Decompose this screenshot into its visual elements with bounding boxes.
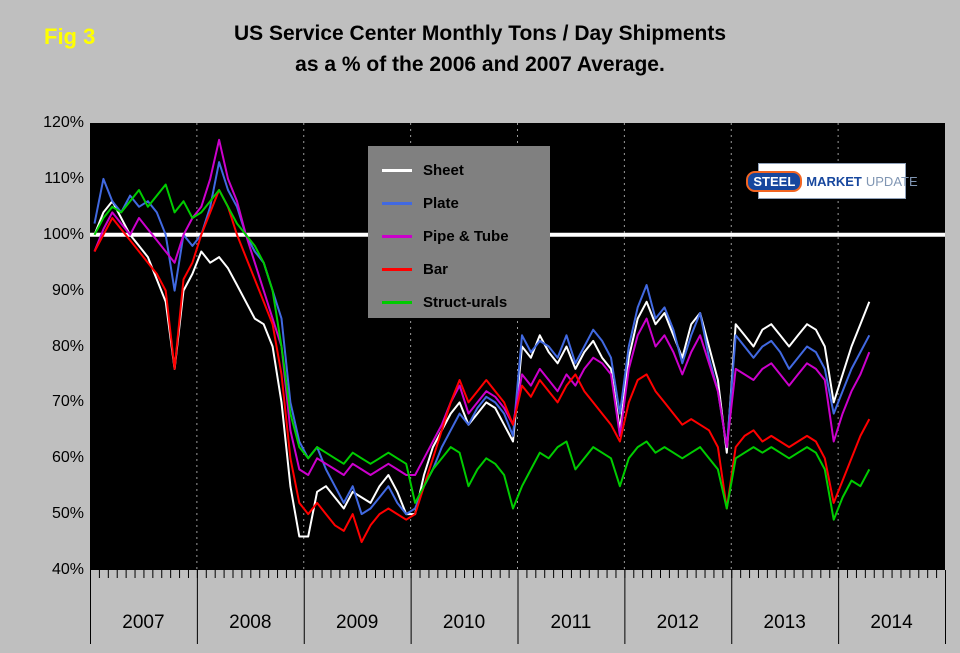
y-tick-label: 50%	[51, 505, 84, 523]
figure-label: Fig 3	[44, 24, 96, 49]
y-tick-label: 60%	[51, 449, 84, 467]
logo-word-update: UPDATE	[865, 173, 918, 189]
legend-item-structurals: Struct-urals	[368, 286, 550, 319]
legend-item-pipe-tube: Pipe & Tube	[368, 220, 550, 253]
legend-line-sample-bar	[382, 268, 412, 271]
x-year-label: 2013	[764, 612, 806, 633]
y-tick-label: 100%	[43, 225, 84, 243]
y-tick-label: 110%	[44, 169, 84, 187]
series-line-plate	[93, 161, 871, 516]
x-year-label: 2008	[229, 612, 271, 633]
chart-title: US Service Center Monthly Tons / Day Shi…	[0, 18, 960, 80]
logo-word-steel: STEEL	[746, 170, 803, 192]
y-tick-label: 80%	[51, 337, 84, 355]
chart-title-line2: as a % of the 2006 and 2007 Average.	[295, 53, 665, 76]
logo-word-market: MARKET	[806, 173, 862, 189]
series-line-struct-urals	[93, 183, 871, 521]
y-tick-label: 90%	[51, 281, 84, 299]
x-year-label: 2012	[657, 612, 699, 633]
x-axis: 2007 2008 2009 2010 2011 2012 2013 2014	[90, 570, 946, 644]
chart-title-line1: US Service Center Monthly Tons / Day Shi…	[233, 22, 727, 45]
y-tick-label: 40%	[51, 561, 84, 578]
series-line-sheet	[93, 200, 871, 538]
legend-label-plate: Plate	[423, 195, 459, 212]
steel-market-update-logo: STEEL MARKET UPDATE	[746, 163, 918, 199]
legend-line-sample-plate	[382, 202, 412, 205]
legend: Sheet Plate Pipe & Tube Bar Struct-urals	[368, 146, 550, 318]
legend-item-sheet: Sheet	[368, 154, 550, 187]
legend-label-pipe-tube: Pipe & Tube	[423, 228, 509, 245]
plot-area: Sheet Plate Pipe & Tube Bar Struct-urals…	[90, 123, 945, 570]
x-year-label: 2010	[443, 612, 485, 633]
y-tick-label: 70%	[51, 393, 84, 411]
legend-line-sample-structurals	[382, 301, 412, 304]
legend-label-sheet: Sheet	[423, 162, 464, 179]
legend-label-structurals: Struct-urals	[423, 294, 508, 311]
legend-line-sample-pipe-tube	[382, 235, 412, 238]
legend-label-bar: Bar	[423, 261, 449, 278]
x-year-label: 2007	[122, 612, 164, 633]
legend-line-sample-sheet	[382, 169, 412, 172]
x-year-label: 2011	[551, 612, 592, 633]
chart-canvas	[90, 123, 945, 570]
legend-item-plate: Plate	[368, 187, 550, 220]
x-year-label: 2014	[870, 612, 913, 633]
y-axis: 120% 110% 100% 90% 80% 70% 60% 50% 40%	[0, 0, 84, 653]
y-tick-label: 120%	[43, 114, 84, 131]
legend-item-bar: Bar	[368, 253, 550, 286]
x-year-label: 2009	[336, 612, 378, 633]
series-line-pipe-tube	[93, 138, 871, 476]
